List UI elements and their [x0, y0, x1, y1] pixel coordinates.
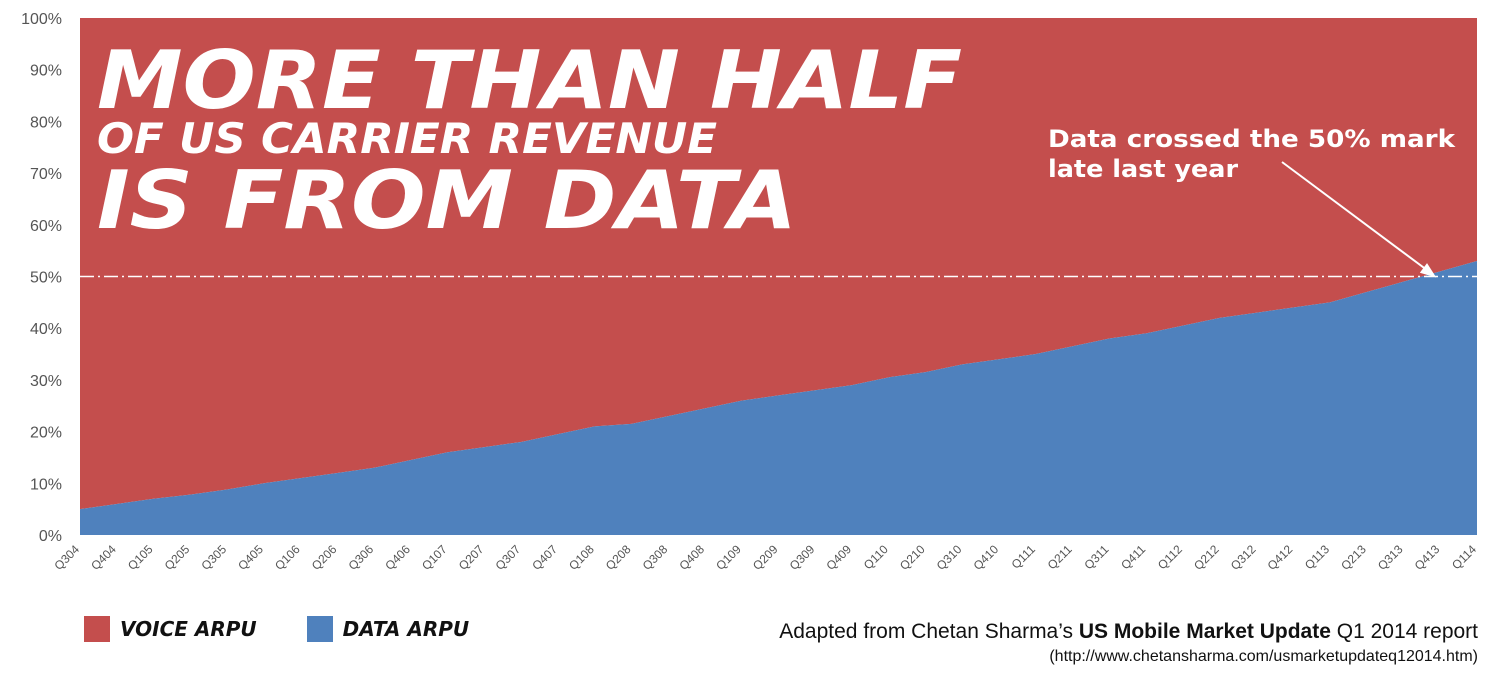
x-tick-label: Q112 [1155, 542, 1185, 572]
legend: VOICE ARPU DATA ARPU [84, 616, 519, 642]
x-tick-label: Q212 [1191, 542, 1222, 573]
y-tick-label: 60% [30, 218, 62, 235]
x-tick-label: Q108 [566, 542, 597, 573]
chart-svg: 0%10%20%30%40%50%60%70%80%90%100% Q304 Q4… [21, 11, 1479, 573]
x-tick-label: Q209 [750, 542, 781, 573]
x-tick-label: Q213 [1338, 542, 1369, 573]
x-tick-label: Q210 [897, 542, 928, 573]
x-tick-label: Q206 [309, 542, 340, 573]
x-tick-label: Q310 [934, 542, 965, 573]
legend-label-voice: VOICE ARPU [120, 617, 257, 641]
headline-line-1: MORE THAN HALF [97, 34, 962, 127]
y-tick-label: 100% [21, 11, 62, 28]
y-tick-label: 20% [30, 425, 62, 442]
x-tick-label: Q410 [971, 542, 1002, 573]
y-tick-label: 30% [30, 373, 62, 390]
x-tick-label: Q207 [456, 542, 487, 573]
data-swatch [306, 616, 333, 642]
x-tick-label: Q111 [1009, 542, 1039, 572]
x-tick-label: Q110 [861, 542, 891, 572]
source-text: Adapted from Chetan Sharma’s US Mobile M… [779, 620, 1478, 644]
x-tick-label: Q312 [1228, 542, 1259, 573]
x-tick-label: Q114 [1449, 542, 1479, 572]
y-tick-label: 70% [30, 166, 62, 183]
voice-swatch [84, 616, 110, 642]
y-tick-label: 40% [30, 321, 62, 338]
x-tick-label: Q413 [1412, 542, 1443, 573]
data-area [80, 260, 1477, 535]
x-tick-label: Q404 [88, 542, 119, 573]
x-tick-label: Q107 [419, 542, 450, 573]
annotation-line-1: Data crossed the 50% mark [1048, 125, 1456, 153]
annotation-arrow-head [1419, 263, 1437, 278]
legend-item-voice: VOICE ARPU [84, 616, 257, 642]
y-tick-label: 0% [39, 528, 62, 545]
x-tick-label: Q205 [162, 542, 193, 573]
x-tick-label: Q306 [346, 542, 377, 573]
x-tick-label: Q307 [493, 542, 524, 573]
plot-area [80, 18, 1477, 535]
x-tick-label: Q406 [382, 542, 413, 573]
x-tick-label: Q313 [1375, 542, 1406, 573]
headline-line-3: IS FROM DATA [97, 154, 797, 247]
x-tick-label: Q109 [713, 542, 744, 573]
x-tick-label: Q311 [1081, 542, 1111, 572]
x-tick-label: Q309 [787, 542, 818, 573]
source-suffix: Q1 2014 report [1330, 620, 1478, 643]
annotation-line-2: late last year [1048, 155, 1238, 183]
legend-item-data: DATA ARPU [306, 616, 470, 642]
x-tick-label: Q405 [235, 542, 266, 573]
x-tick-label: Q208 [603, 542, 634, 573]
x-tick-label: Q409 [823, 542, 854, 573]
annotation-arrow [1281, 161, 1427, 271]
y-tick-label: 90% [30, 63, 62, 80]
x-tick-label: Q308 [640, 542, 671, 573]
headline-line-2: OF US CARRIER REVENUE [97, 114, 717, 163]
x-tick-label: Q305 [199, 542, 230, 573]
y-tick-label: 80% [30, 114, 62, 131]
voice-area [80, 18, 1477, 510]
x-tick-label: Q113 [1302, 542, 1332, 572]
x-tick-label: Q407 [529, 542, 560, 573]
y-tick-label: 50% [30, 270, 62, 287]
x-tick-label: Q411 [1118, 542, 1148, 572]
x-tick-label: Q304 [51, 542, 82, 573]
legend-label-data: DATA ARPU [342, 617, 470, 641]
source-url: (http://www.chetansharma.com/usmarketupd… [1049, 648, 1478, 665]
x-tick-label: Q211 [1045, 542, 1075, 572]
x-tick-label: Q408 [676, 542, 707, 573]
source-credit: Adapted from Chetan Sharma’s US Mobile M… [779, 620, 1478, 666]
source-report-name: US Mobile Market Update [1078, 620, 1331, 643]
x-tick-label: Q106 [272, 542, 303, 573]
x-axis: Q304 Q404 Q105 Q205 Q305 Q405 Q106 Q206 Q306 Q406… [51, 542, 1479, 573]
x-tick-label: Q412 [1265, 542, 1296, 573]
source-prefix: Adapted from Chetan Sharma’s [779, 620, 1079, 643]
y-tick-label: 10% [30, 476, 62, 493]
x-tick-label: Q105 [125, 542, 156, 573]
y-axis: 0% 10% 20% 30% 40% 50% 60% 70% 80% 90% 100% [21, 11, 62, 545]
